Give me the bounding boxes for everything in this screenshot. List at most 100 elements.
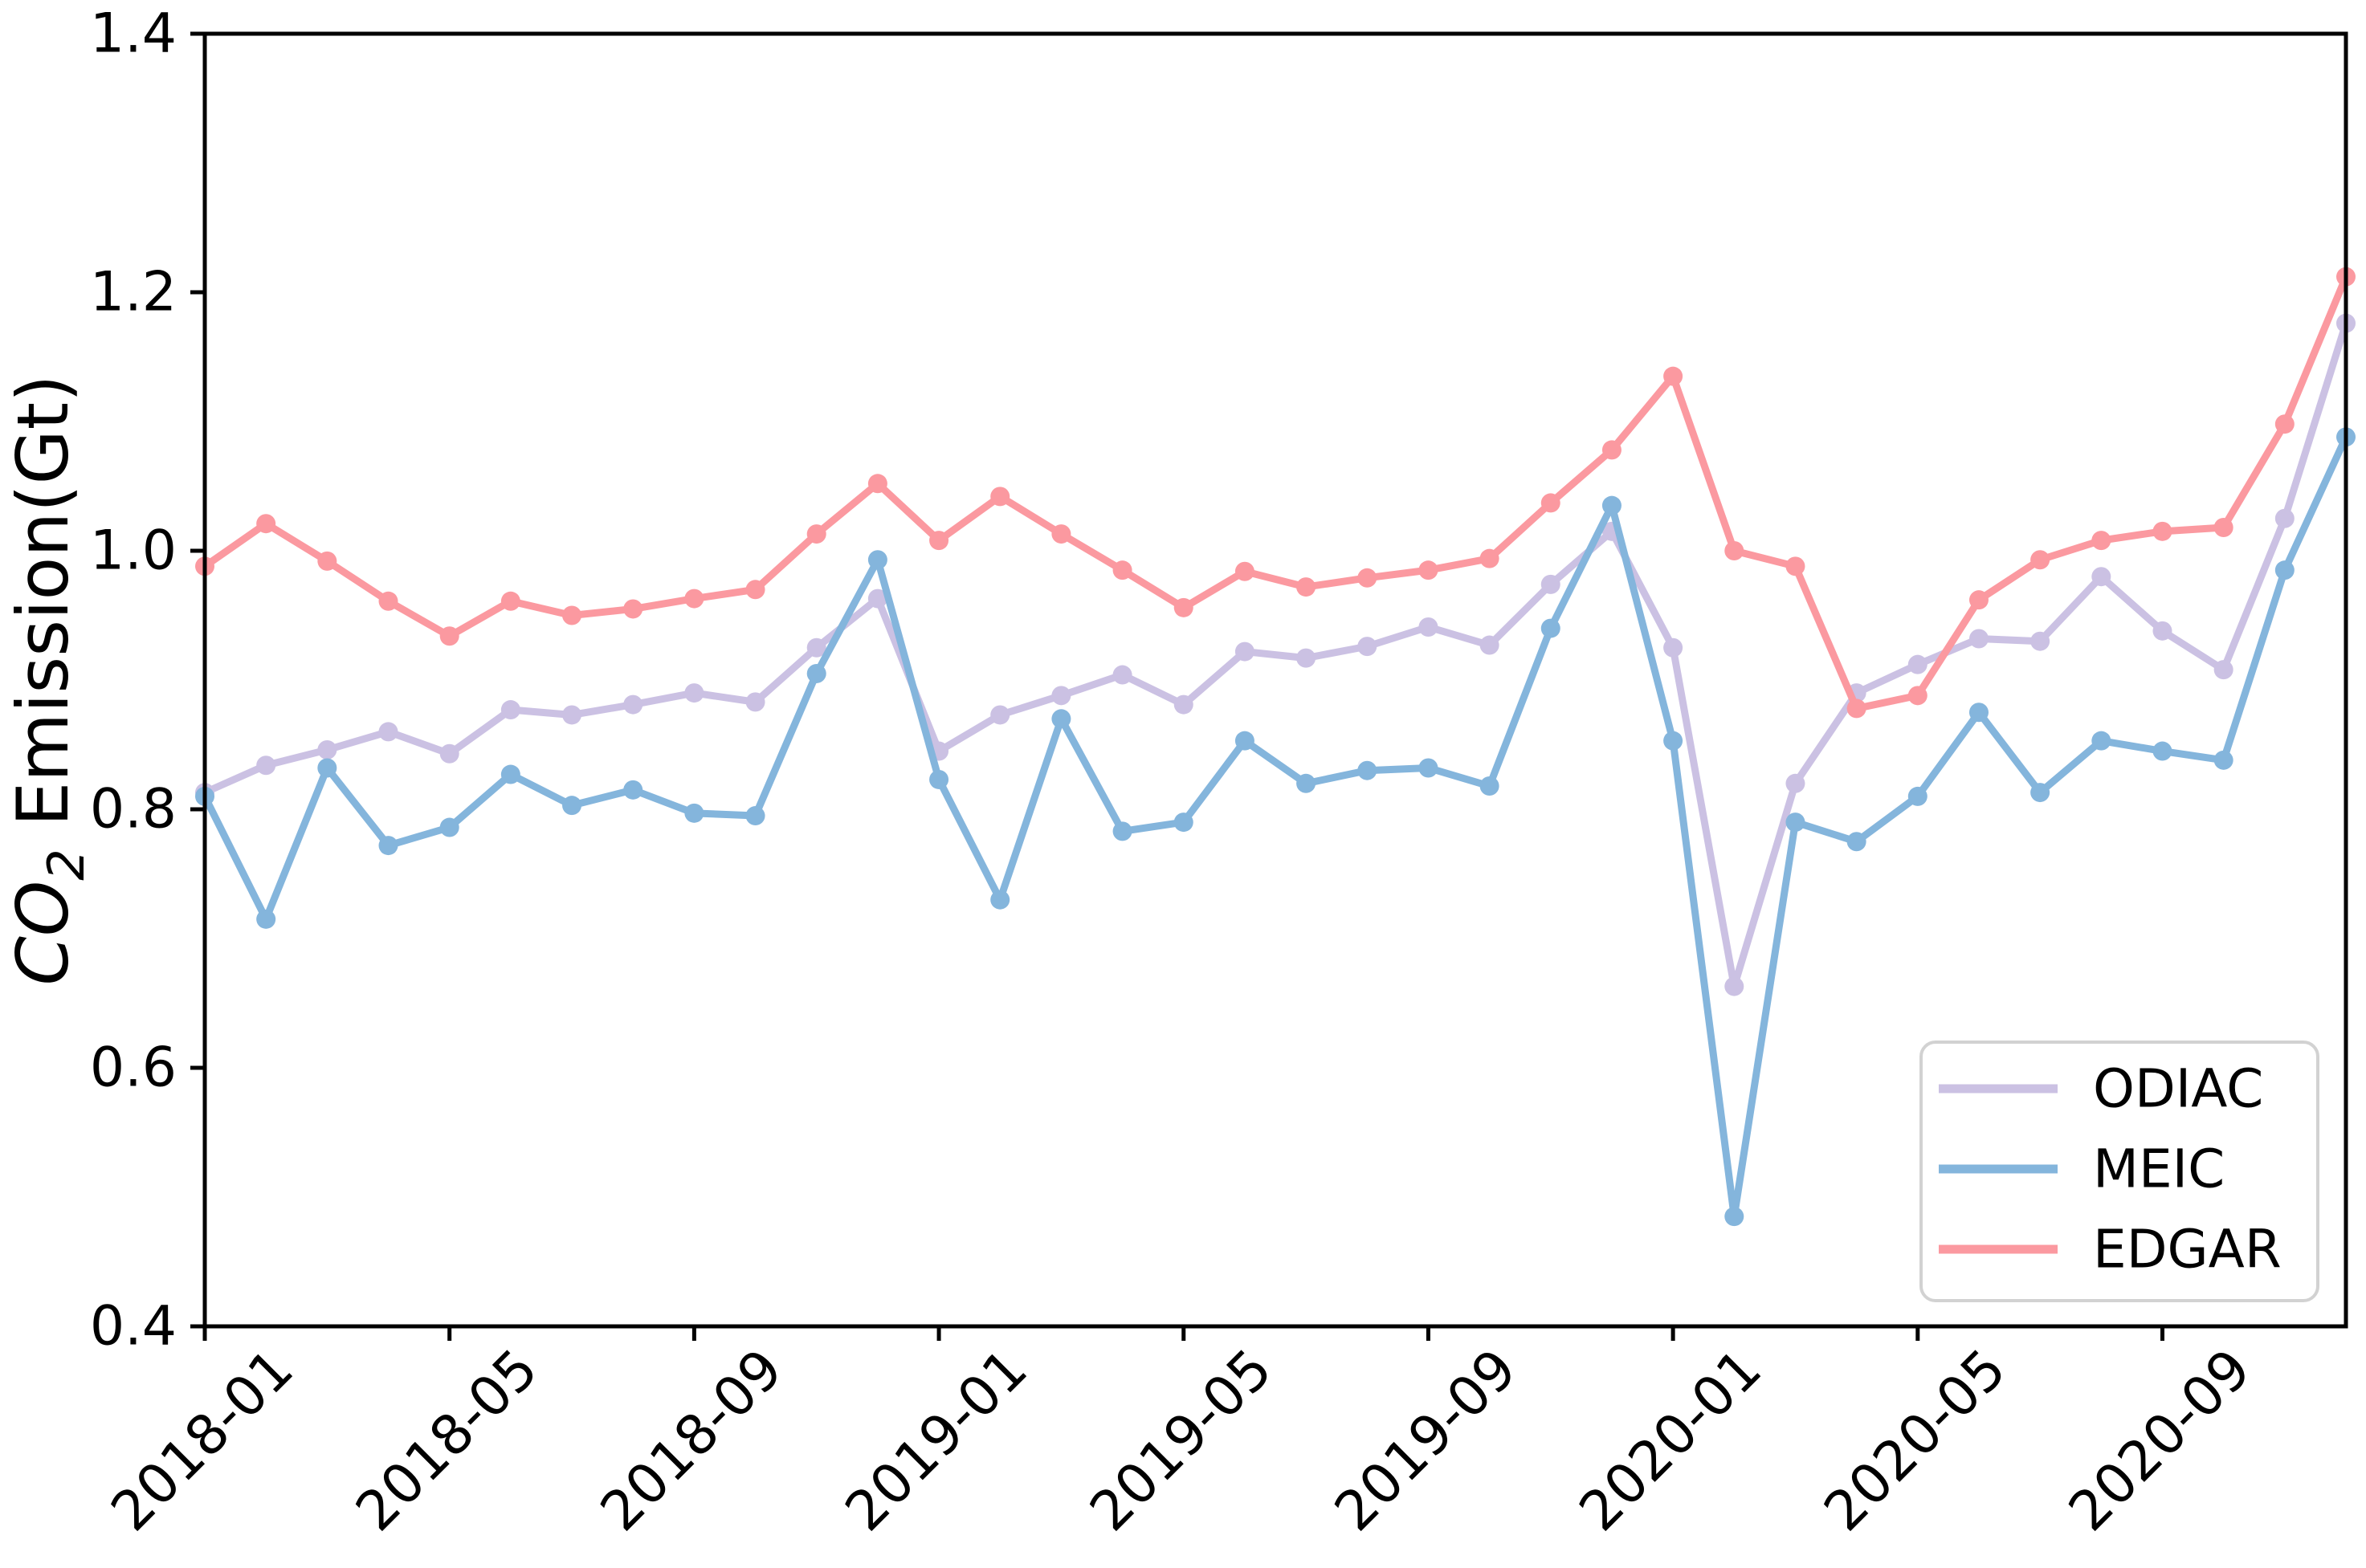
edgar-marker: [1540, 493, 1560, 513]
edgar-marker: [1357, 568, 1377, 588]
y-tick-label: 0.8: [90, 778, 177, 841]
odiac-marker: [1234, 641, 1254, 662]
odiac-marker: [1051, 686, 1071, 706]
meic-marker: [1418, 758, 1438, 778]
y-tick-label: 0.6: [90, 1037, 177, 1100]
odiac-marker: [2152, 621, 2172, 641]
odiac-marker: [1112, 665, 1132, 685]
meic-marker: [1173, 813, 1193, 833]
meic-marker: [378, 836, 398, 856]
odiac-marker: [1357, 637, 1377, 657]
meic-marker: [2213, 750, 2233, 770]
edgar-marker: [1724, 541, 1744, 560]
edgar-marker: [317, 551, 337, 571]
meic-marker: [1968, 703, 1989, 723]
meic-marker: [745, 806, 765, 826]
odiac-marker: [1907, 654, 1927, 674]
odiac-marker: [1540, 574, 1560, 594]
meic-marker: [439, 817, 459, 837]
legend-label-edgar: EDGAR: [2093, 1219, 2282, 1281]
y-tick-label: 0.4: [90, 1295, 177, 1358]
odiac-marker: [317, 739, 337, 760]
odiac-marker: [500, 700, 520, 720]
meic-marker: [562, 796, 582, 816]
meic-marker: [1234, 731, 1254, 751]
y-tick-label: 1.2: [90, 261, 177, 324]
meic-marker: [1724, 1207, 1744, 1227]
odiac-marker: [2274, 508, 2295, 528]
edgar-marker: [1846, 698, 1866, 719]
odiac-marker: [684, 683, 704, 703]
odiac-marker: [1724, 976, 1744, 996]
edgar-marker: [2152, 521, 2172, 541]
meic-marker: [256, 909, 276, 929]
odiac-marker: [1663, 637, 1683, 658]
meic-marker: [1846, 832, 1866, 852]
meic-marker: [1296, 773, 1316, 793]
meic-marker: [867, 550, 887, 570]
edgar-marker: [1968, 590, 1989, 610]
odiac-marker: [867, 589, 887, 609]
edgar-marker: [2091, 531, 2111, 551]
edgar-marker: [1173, 597, 1193, 617]
y-tick-label: 1.4: [90, 2, 177, 66]
edgar-marker: [1296, 577, 1316, 597]
edgar-marker: [378, 591, 398, 611]
odiac-marker: [2091, 567, 2111, 587]
edgar-marker: [1907, 686, 1927, 706]
edgar-marker: [1785, 556, 1805, 576]
odiac-marker: [1296, 648, 1316, 668]
meic-marker: [1357, 760, 1377, 780]
meic-marker: [990, 890, 1010, 910]
edgar-marker: [806, 524, 826, 544]
edgar-marker: [929, 531, 949, 551]
edgar-marker: [2213, 518, 2233, 538]
odiac-marker: [439, 743, 459, 764]
edgar-marker: [2030, 550, 2050, 570]
odiac-marker: [1968, 629, 1989, 649]
meic-marker: [317, 758, 337, 778]
meic-marker: [623, 780, 643, 800]
odiac-line: [201, 320, 2350, 991]
edgar-marker: [745, 580, 765, 600]
meic-marker: [1540, 618, 1560, 638]
edgar-marker: [623, 599, 643, 619]
edgar-line: [201, 273, 2350, 712]
meic-marker: [684, 803, 704, 823]
y-axis-label: CO2 Emission(Gt): [2, 374, 96, 985]
edgar-marker: [1234, 561, 1254, 581]
meic-marker: [2274, 560, 2295, 580]
meic-marker: [2152, 741, 2172, 761]
edgar-marker: [1112, 560, 1132, 580]
edgar-marker: [500, 591, 520, 611]
legend-box: [1919, 1041, 2319, 1302]
legend: ODIAC MEIC EDGAR: [1919, 1041, 2319, 1302]
edgar-marker: [1418, 560, 1438, 580]
edgar-marker: [684, 589, 704, 609]
odiac-marker: [562, 705, 582, 725]
meic-marker: [1479, 776, 1499, 796]
odiac-marker: [1479, 635, 1499, 655]
edgar-marker: [256, 514, 276, 534]
meic-marker: [1112, 821, 1132, 841]
odiac-marker: [256, 755, 276, 776]
edgar-marker: [1601, 440, 1622, 460]
legend-label-meic: MEIC: [2093, 1138, 2225, 1200]
meic-marker: [1663, 731, 1683, 751]
odiac-marker: [1173, 694, 1193, 715]
odiac-marker: [2030, 631, 2050, 651]
edgar-marker: [1479, 548, 1499, 568]
edgar-marker: [439, 626, 459, 646]
y-tick-label: 1.0: [90, 519, 177, 583]
edgar-marker: [990, 487, 1010, 507]
odiac-marker: [2213, 660, 2233, 680]
edgar-marker: [867, 474, 887, 494]
meic-marker: [1785, 813, 1805, 833]
meic-line: [201, 433, 2350, 1220]
odiac-marker: [990, 705, 1010, 725]
meic-marker: [1907, 786, 1927, 806]
meic-marker: [1601, 495, 1622, 515]
